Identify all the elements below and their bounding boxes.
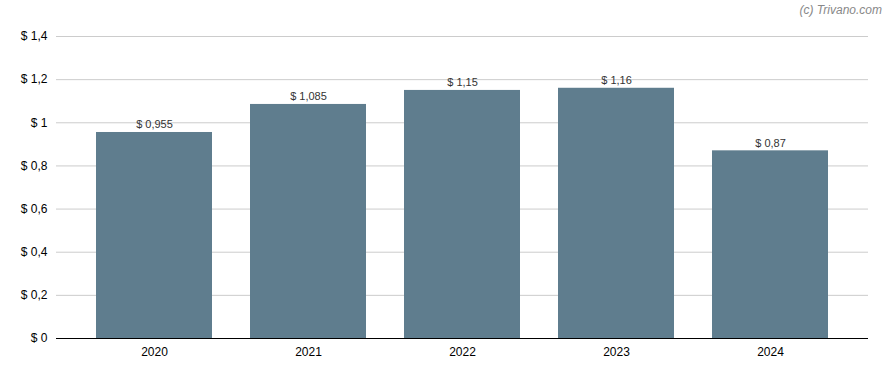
- svg-text:$ 0,2: $ 0,2: [21, 288, 48, 302]
- svg-text:$ 0,955: $ 0,955: [136, 118, 173, 130]
- svg-text:2020: 2020: [141, 345, 168, 359]
- svg-text:$ 0,4: $ 0,4: [21, 245, 48, 259]
- svg-text:2022: 2022: [449, 345, 476, 359]
- svg-text:$ 0,87: $ 0,87: [755, 137, 786, 149]
- svg-text:2021: 2021: [295, 345, 322, 359]
- svg-text:$ 1,16: $ 1,16: [601, 74, 632, 86]
- svg-text:$ 1,2: $ 1,2: [21, 72, 48, 86]
- svg-text:$ 0: $ 0: [31, 331, 48, 345]
- svg-text:2023: 2023: [603, 345, 630, 359]
- svg-text:$ 1,4: $ 1,4: [21, 29, 48, 43]
- svg-text:2024: 2024: [757, 345, 784, 359]
- svg-text:$ 1,15: $ 1,15: [447, 76, 478, 88]
- html-text:(c) Trivano.com: (c) Trivano.com: [799, 3, 882, 17]
- svg-text:$ 1,085: $ 1,085: [290, 90, 327, 102]
- svg-text:$ 0,6: $ 0,6: [21, 202, 48, 216]
- svg-text:$ 0,8: $ 0,8: [21, 159, 48, 173]
- svg-text:$ 1: $ 1: [31, 116, 48, 130]
